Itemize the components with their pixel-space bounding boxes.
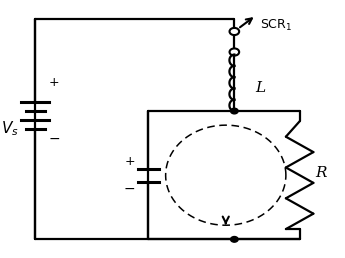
Circle shape — [230, 237, 238, 242]
Text: −: − — [48, 132, 60, 146]
Circle shape — [230, 108, 238, 114]
Text: L: L — [255, 81, 265, 95]
Text: $V_s$: $V_s$ — [1, 120, 18, 138]
Text: +: + — [49, 76, 59, 89]
Text: −: − — [124, 182, 135, 196]
Text: +: + — [124, 155, 135, 168]
Text: R: R — [315, 166, 327, 180]
Text: SCR$_1$: SCR$_1$ — [260, 18, 292, 33]
